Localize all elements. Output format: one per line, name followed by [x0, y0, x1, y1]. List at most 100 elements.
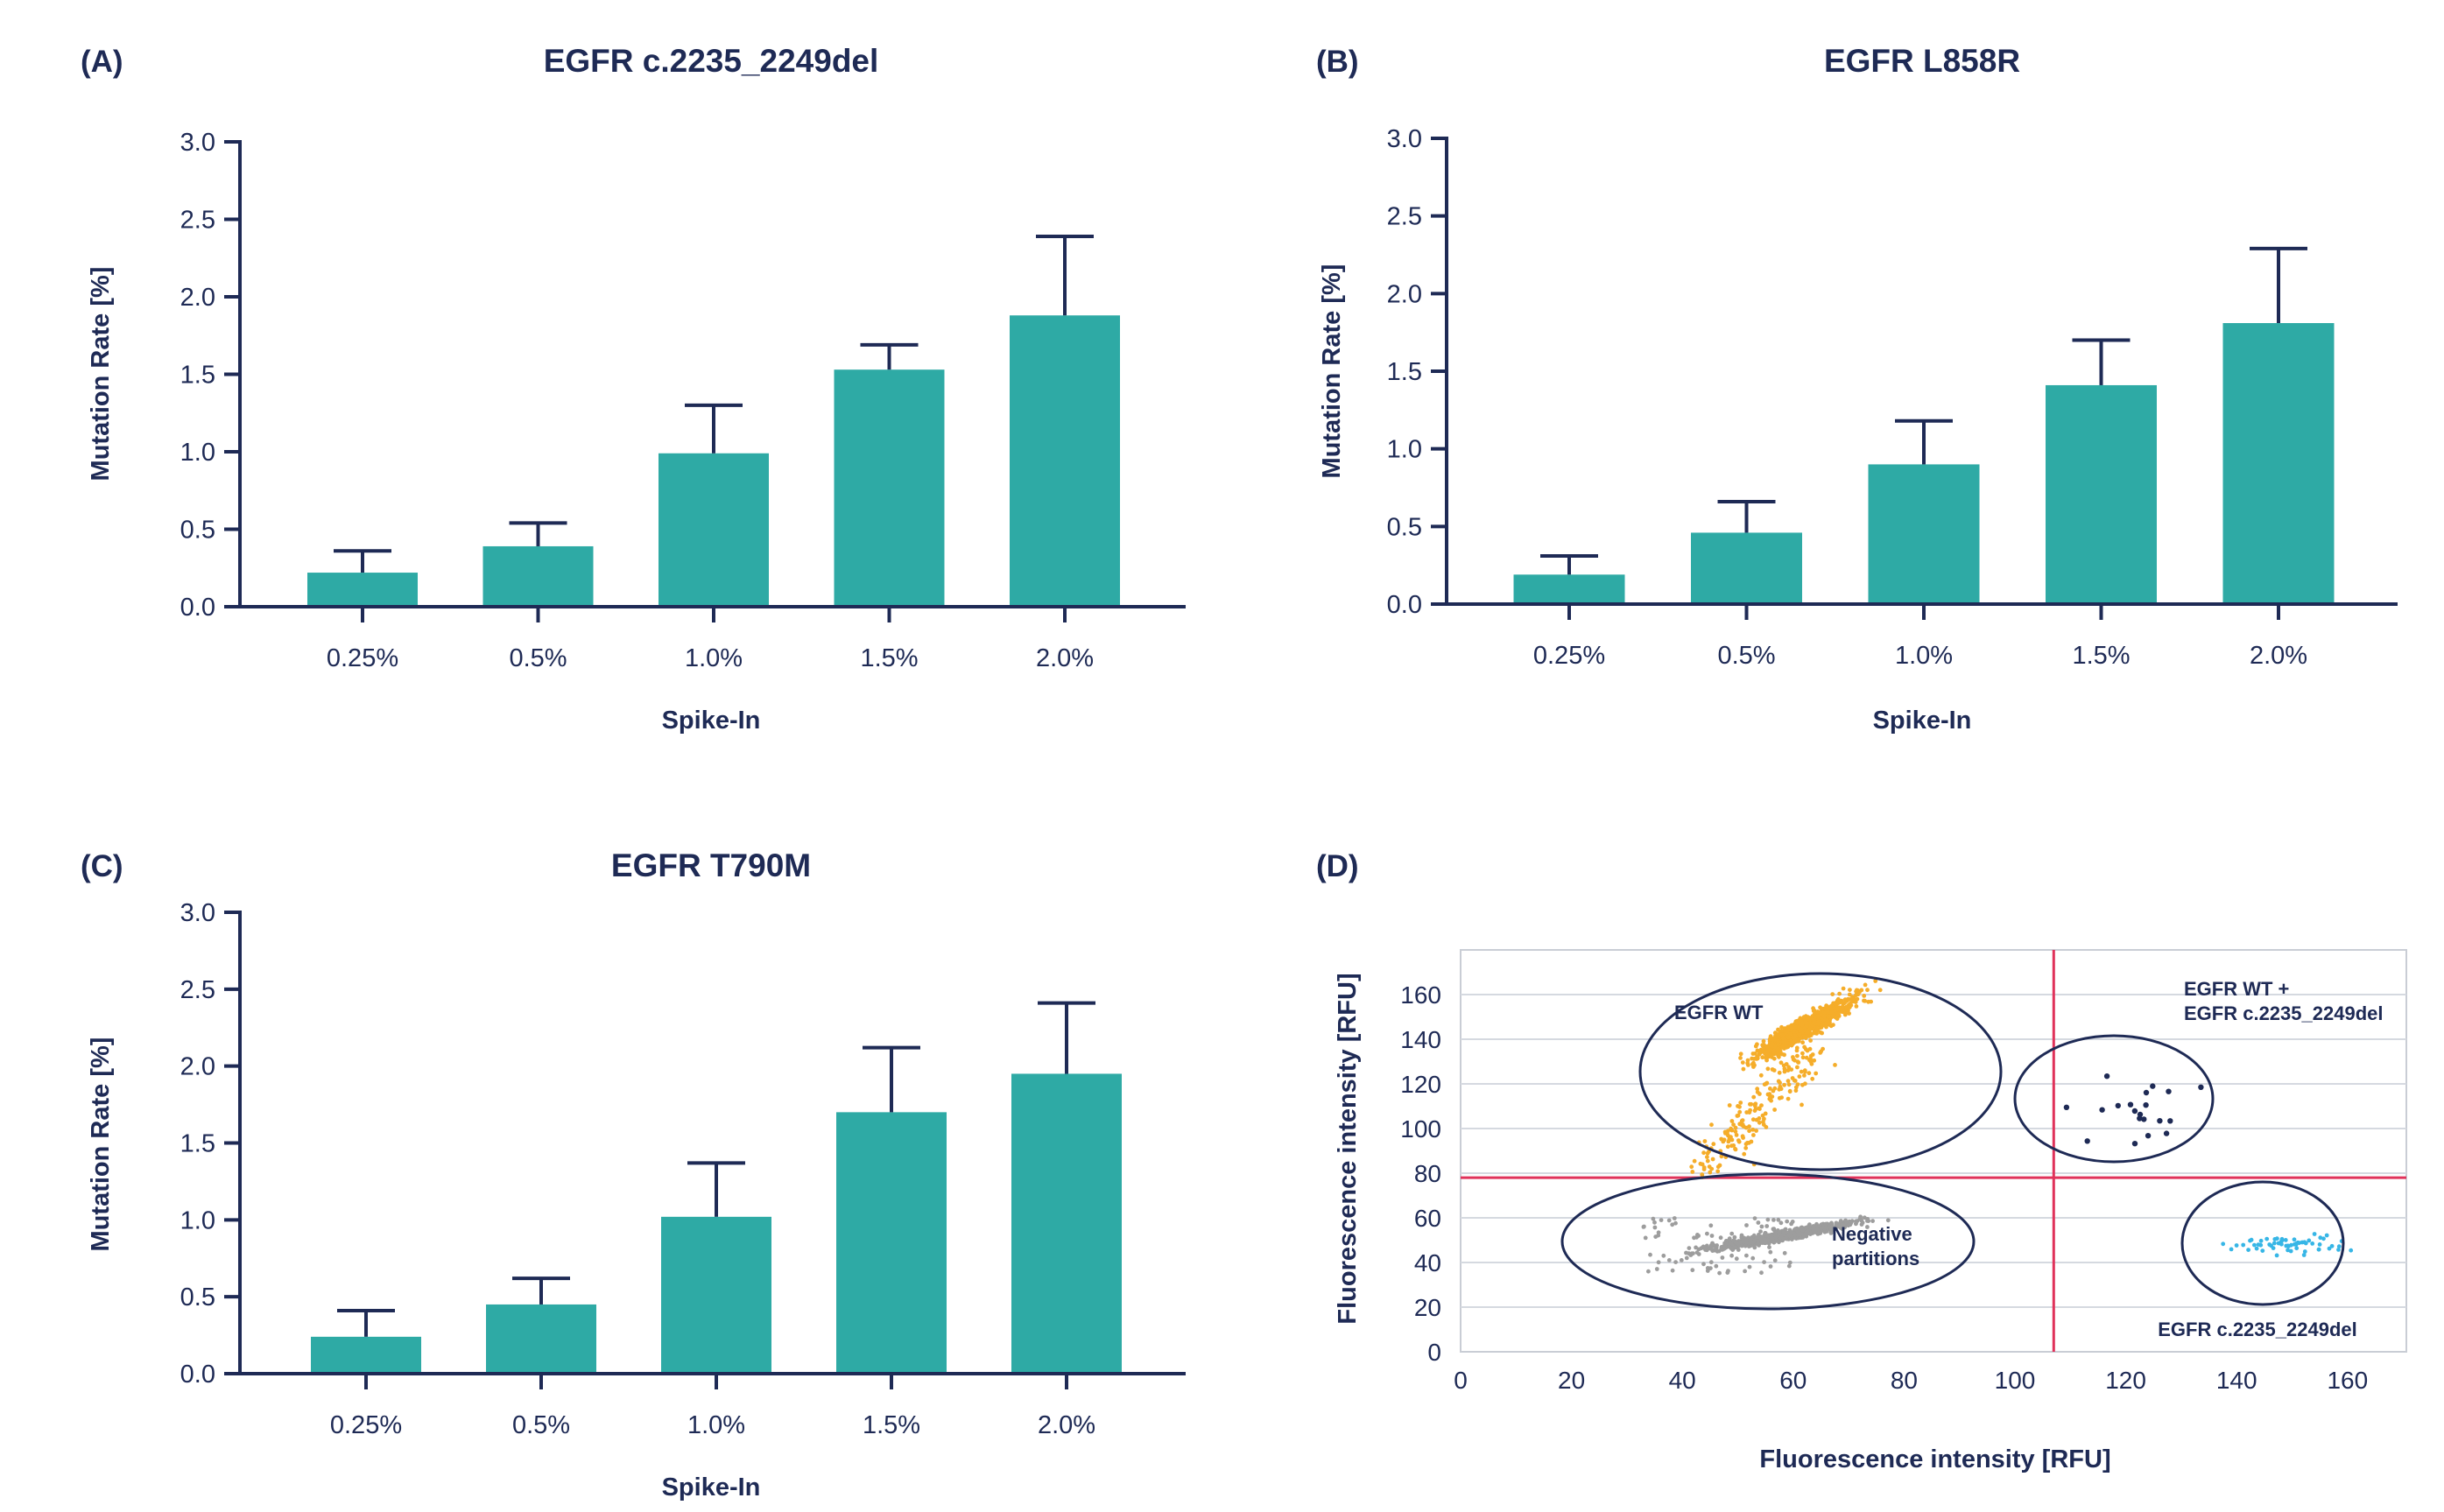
droplet-point [1764, 1224, 1770, 1228]
droplet-point [1758, 1072, 1764, 1078]
droplet-point [1819, 1025, 1824, 1030]
droplet-point [1771, 1235, 1775, 1241]
droplet-point [1673, 1260, 1678, 1264]
droplet-point [1738, 1101, 1743, 1105]
cluster-label: EGFR c.2235_2249del [2158, 1319, 2356, 1340]
droplet-point [1709, 1234, 1715, 1238]
droplet-point [1741, 1136, 1745, 1140]
droplet-point [1824, 1022, 1829, 1027]
cluster-ellipse [1638, 972, 2003, 1171]
chart-title-b: EGFR L858R [1824, 43, 2020, 79]
x-tick-label: 2.0% [1038, 1411, 1095, 1439]
droplet-point [1768, 1094, 1772, 1100]
droplet-point [2249, 1237, 2254, 1242]
droplet-point [1838, 1219, 1843, 1223]
y-axis-title-d: Fluorescence intensity [RFU] [1334, 973, 1362, 1324]
cluster-ellipses [1560, 972, 2345, 1311]
droplet-point [1795, 1065, 1800, 1070]
droplet-point [1859, 1218, 1864, 1223]
droplet-point [1785, 1068, 1791, 1072]
droplet-point [2127, 1101, 2134, 1108]
x-tick-label: 20 [1558, 1367, 1585, 1394]
droplet-point [2289, 1242, 2293, 1248]
x-tick-label: 1.5% [860, 644, 918, 672]
droplet-point [1768, 1249, 1773, 1255]
droplet-point [1641, 1225, 1646, 1229]
panel-b: (B) EGFR L858R Mutation Rate [%] Spike-I… [1316, 43, 2398, 735]
bar-0.25% [1513, 574, 1625, 604]
droplet-point [1708, 1246, 1713, 1251]
droplet-point [2274, 1253, 2279, 1258]
bars-c [311, 1001, 1122, 1374]
droplet-point [1744, 1253, 1749, 1258]
droplet-point [1821, 1014, 1827, 1019]
droplet-point [1778, 1235, 1783, 1240]
droplet-point [1698, 1161, 1703, 1166]
y-tick-label: 40 [1414, 1249, 1441, 1276]
droplet-point [2198, 1084, 2204, 1091]
droplet-point [1758, 1229, 1763, 1234]
droplet-point [1768, 1264, 1773, 1269]
droplet-point [2258, 1238, 2264, 1243]
droplet-point [1862, 998, 1866, 1003]
droplet-point [1819, 1012, 1824, 1017]
panel-a: (A) EGFR c.2235_2249del Mutation Rate [%… [81, 43, 1186, 735]
droplet-point [1715, 1169, 1721, 1174]
droplet-point [1827, 1224, 1832, 1229]
droplet-point [2318, 1235, 2323, 1241]
droplet-point [1684, 1255, 1689, 1261]
droplet-point [2252, 1242, 2257, 1248]
droplet-point [1723, 1239, 1729, 1243]
droplet-point [1765, 1217, 1771, 1222]
droplet-point [1779, 1024, 1784, 1030]
droplet-point [1785, 1096, 1791, 1101]
droplet-point [1776, 1042, 1781, 1047]
droplet-point [1648, 1252, 1652, 1257]
y-tick-label: 3.0 [180, 899, 215, 927]
y-axis-title-a: Mutation Rate [%] [87, 267, 115, 482]
droplet-point [1801, 1015, 1807, 1020]
droplet-point [1744, 1223, 1749, 1227]
droplet-point [1750, 1117, 1756, 1122]
droplet-point [1688, 1253, 1694, 1257]
droplet-point [1763, 1237, 1768, 1242]
droplet-point [1752, 1216, 1757, 1220]
x-tick-label: 0.5% [509, 644, 567, 672]
droplet-point [1794, 1045, 1800, 1051]
droplet-point [1791, 1039, 1796, 1044]
droplet-point [1805, 1048, 1810, 1053]
droplet-point [1747, 1129, 1751, 1134]
bar-1.0% [661, 1216, 771, 1374]
droplet-point [1745, 1061, 1750, 1065]
droplet-point [1762, 1082, 1767, 1087]
droplet-point [2324, 1233, 2329, 1238]
droplet-point [2295, 1240, 2300, 1245]
axes-a: 0.25% 0.5% 1.0% 1.5% 2.0% 0.0 0.5 1.0 1.5 2.0 2.5 3… [180, 129, 1186, 672]
droplet-point [1751, 1094, 1757, 1100]
y-tick-label: 1.0 [180, 439, 215, 467]
droplet-point [1652, 1225, 1658, 1230]
droplet-point [1705, 1150, 1710, 1156]
droplet-point [1725, 1270, 1730, 1275]
droplet-point [1804, 1232, 1809, 1237]
droplet-point [1692, 1158, 1697, 1164]
droplet-point [1771, 1056, 1777, 1061]
droplet-point [1812, 1058, 1817, 1063]
droplet-point [1673, 1220, 1678, 1226]
droplet-point [1800, 1051, 1805, 1056]
droplet-point [1765, 1050, 1770, 1055]
droplet-point [1865, 988, 1870, 993]
threshold-lines [1461, 950, 2406, 1352]
droplet-point [1735, 1114, 1740, 1118]
droplet-point [1765, 1046, 1771, 1051]
droplet-point [1689, 1164, 1694, 1170]
droplet-point [1807, 1016, 1812, 1021]
y-tick-label: 60 [1414, 1205, 1441, 1232]
droplet-point [1761, 1119, 1765, 1124]
panel-label-c: (C) [81, 849, 123, 883]
droplet-point [1755, 1056, 1760, 1060]
droplet-point [2336, 1248, 2341, 1252]
y-tick-label: 20 [1414, 1294, 1441, 1321]
droplet-point [1701, 1262, 1706, 1267]
